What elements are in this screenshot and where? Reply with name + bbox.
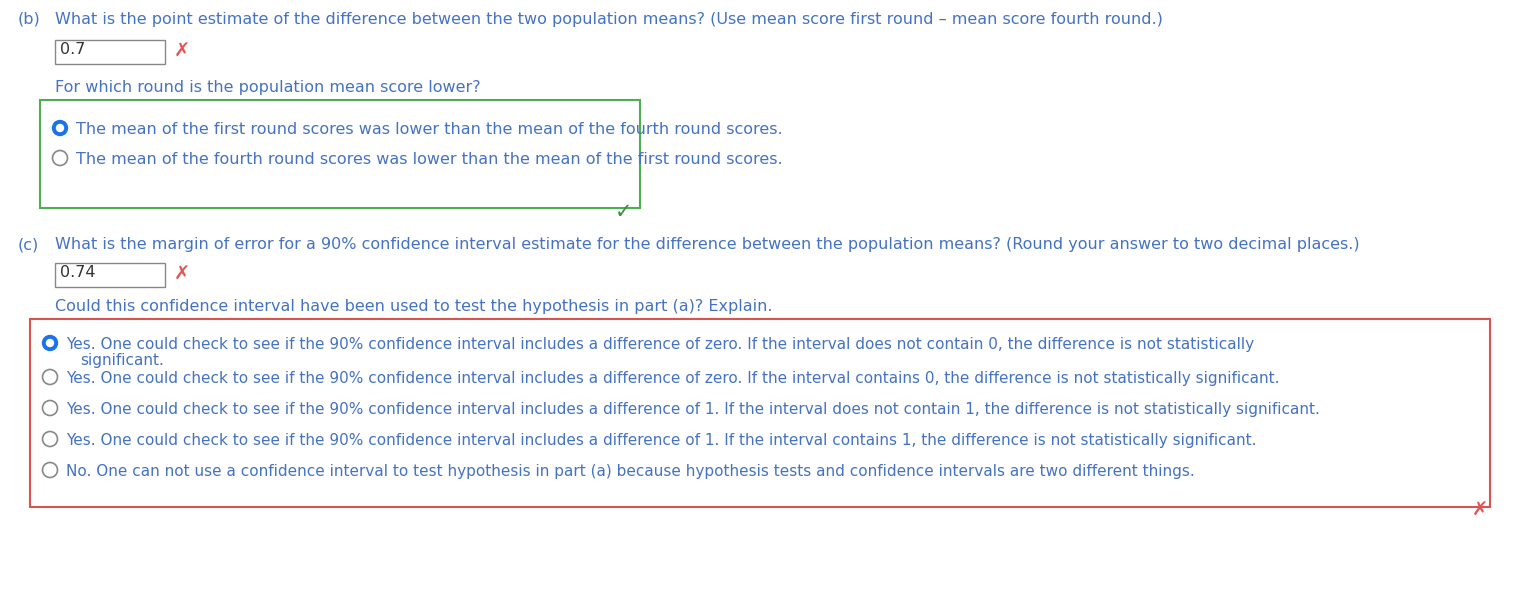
Circle shape [43, 370, 58, 384]
Circle shape [52, 151, 67, 165]
Text: ✗: ✗ [1472, 501, 1489, 520]
Text: 0.74: 0.74 [59, 265, 96, 280]
Circle shape [43, 463, 58, 477]
Text: For which round is the population mean score lower?: For which round is the population mean s… [55, 80, 481, 95]
Text: ✓: ✓ [615, 202, 632, 222]
Circle shape [43, 401, 58, 415]
Circle shape [52, 120, 67, 136]
Text: What is the margin of error for a 90% confidence interval estimate for the diffe: What is the margin of error for a 90% co… [55, 237, 1359, 252]
FancyBboxPatch shape [55, 40, 164, 64]
Circle shape [43, 432, 58, 446]
Text: Yes. One could check to see if the 90% confidence interval includes a difference: Yes. One could check to see if the 90% c… [65, 402, 1320, 417]
Text: Yes. One could check to see if the 90% confidence interval includes a difference: Yes. One could check to see if the 90% c… [65, 371, 1280, 386]
Text: The mean of the fourth round scores was lower than the mean of the first round s: The mean of the fourth round scores was … [76, 152, 782, 167]
Circle shape [56, 125, 64, 131]
Text: Yes. One could check to see if the 90% confidence interval includes a difference: Yes. One could check to see if the 90% c… [65, 337, 1254, 352]
Text: Could this confidence interval have been used to test the hypothesis in part (a): Could this confidence interval have been… [55, 299, 773, 314]
FancyBboxPatch shape [55, 263, 164, 287]
Text: Yes. One could check to see if the 90% confidence interval includes a difference: Yes. One could check to see if the 90% c… [65, 433, 1257, 448]
Text: 0.7: 0.7 [59, 42, 85, 57]
Circle shape [43, 336, 58, 350]
Text: No. One can not use a confidence interval to test hypothesis in part (a) because: No. One can not use a confidence interva… [65, 464, 1195, 479]
Text: ✗: ✗ [174, 42, 190, 61]
Text: ✗: ✗ [174, 265, 190, 284]
Text: (c): (c) [18, 237, 40, 252]
Circle shape [47, 339, 53, 347]
FancyBboxPatch shape [40, 100, 639, 208]
Text: What is the point estimate of the difference between the two population means? (: What is the point estimate of the differ… [55, 12, 1163, 27]
FancyBboxPatch shape [30, 319, 1490, 507]
Text: (b): (b) [18, 12, 41, 27]
Text: The mean of the first round scores was lower than the mean of the fourth round s: The mean of the first round scores was l… [76, 122, 782, 137]
Text: significant.: significant. [81, 353, 164, 368]
